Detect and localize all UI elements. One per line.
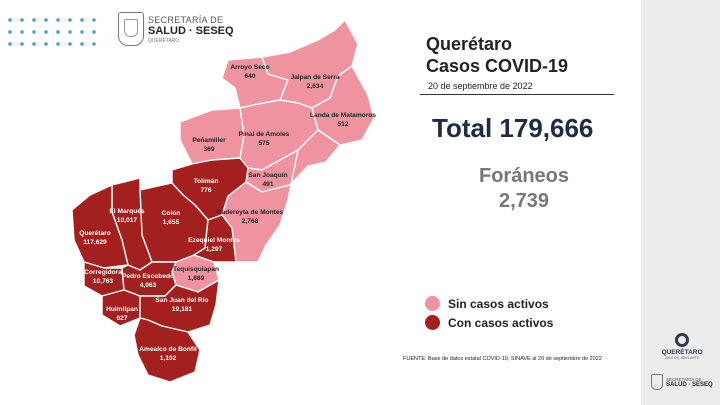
title-line-1: Querétaro — [426, 34, 513, 54]
footer-logo-line-2: SALUD · SESEQ — [666, 381, 713, 388]
seseq-footer-logo: SECRETARÍA DE SALUD · SESEQ — [651, 374, 713, 390]
label-colon: Colón 1,655 — [162, 210, 181, 226]
region-landa-de-matamoros — [311, 65, 375, 146]
logo-line-2: SALUD · SESEQ — [148, 24, 234, 37]
label-penamiller: Peñamiller 369 — [192, 137, 226, 153]
foreign-cases: Foráneos 2,739 — [468, 164, 580, 214]
label-amealco: Amealco de Bonfil 1,102 — [139, 346, 197, 362]
queretaro-brand-logo: QUERÉTARO JUNTOS, ADELANTE — [660, 333, 704, 360]
region-amealco-de-bonfil — [133, 317, 201, 383]
label-huimilpan: Huimilpan 627 — [106, 306, 138, 322]
legend-active-label: Con casos activos — [448, 315, 554, 330]
queretaro-map: Arroyo Seco 640 Jalpan de Serra 2,634 Land… — [71, 19, 376, 383]
region-queretaro — [71, 184, 129, 269]
page-title: Querétaro Casos COVID-19 — [426, 33, 568, 77]
logo-line-3: QUERÉTARO — [148, 37, 180, 44]
state-crest-small-icon — [651, 374, 663, 390]
state-crest-icon — [118, 12, 144, 46]
region-san-juan-del-rio — [139, 279, 220, 333]
label-el-marques: El Marqués 10,017 — [109, 208, 145, 224]
total-cases: Total 179,666 — [432, 113, 594, 143]
label-arroyo-seco: Arroyo Seco 640 — [230, 64, 269, 80]
label-landa: Landa de Matamoros 512 — [310, 112, 376, 128]
footer-logo-line-1: SECRETARÍA DE — [666, 376, 702, 382]
foreign-cases-label: Foráneos — [478, 165, 570, 187]
brand-name: QUERÉTARO — [661, 349, 703, 356]
label-queretaro: Querétaro 117,629 — [79, 230, 111, 246]
q-logo-icon — [675, 333, 689, 347]
label-cadereyta: Cadereyta de Montes 2,768 — [217, 209, 284, 225]
logo-line-1: SECRETARÍA DE — [148, 14, 224, 25]
region-penamiller — [179, 107, 245, 165]
legend-active-swatch — [425, 315, 440, 330]
report-date: 20 de septiembre de 2022 — [420, 81, 614, 95]
title-line-2: Casos COVID-19 — [426, 56, 569, 76]
decorative-dot-grid — [4, 14, 104, 50]
label-pinal: Pinal de Amoles 575 — [239, 131, 290, 147]
legend-inactive-swatch — [425, 296, 440, 311]
label-jalpan: Jalpan de Serra 2,634 — [290, 74, 339, 90]
label-corregidora: Corregidora 10,763 — [84, 269, 122, 285]
legend-inactive: Sin casos activos — [425, 296, 549, 311]
legend-inactive-label: Sin casos activos — [448, 296, 549, 311]
brand-tagline: JUNTOS, ADELANTE — [664, 356, 700, 360]
label-toliman: Tolimán 776 — [194, 178, 219, 194]
foreign-cases-value: 2,739 — [498, 190, 550, 212]
seseq-logo: SECRETARÍA DE SALUD · SESEQ QUERÉTARO — [118, 12, 234, 46]
legend-active: Con casos activos — [425, 315, 553, 330]
label-san-joaquin: San Joaquín 491 — [248, 172, 287, 188]
source-note: FUENTE: Base de datos estatal COVID-19, … — [403, 356, 602, 362]
label-tequisquiapan: Tequisquiapan 1,889 — [173, 266, 219, 282]
label-pedro-escobedo: Pedro Escobedo 4,063 — [122, 273, 174, 289]
label-ezequiel-montes: Ezequiel Montes 1,297 — [188, 237, 240, 253]
region-ezequiel-montes — [193, 214, 237, 263]
label-san-juan-del-rio: San Juan del Río 19,181 — [155, 297, 208, 313]
